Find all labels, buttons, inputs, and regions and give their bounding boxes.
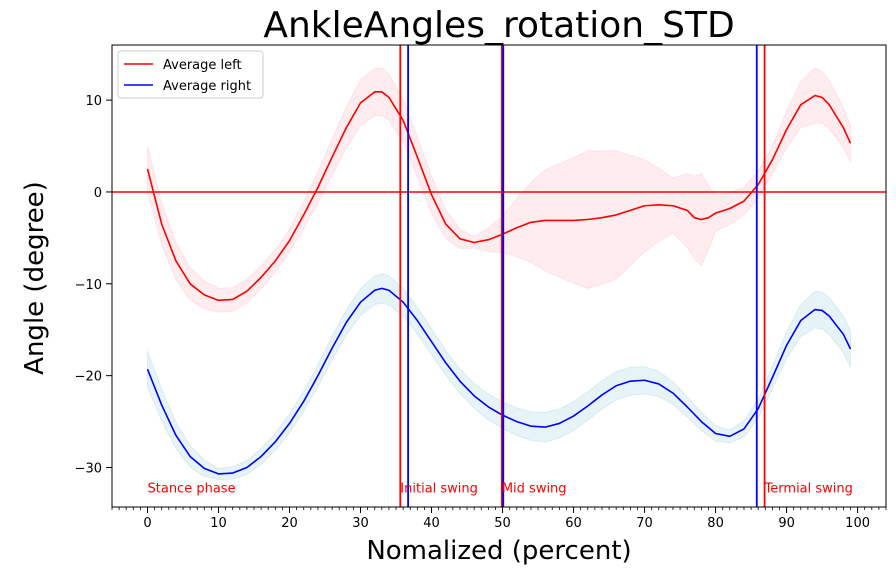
series-line-left bbox=[146, 91, 852, 302]
chart-title: AnkleAngles_rotation_STD bbox=[263, 5, 734, 46]
y-tick-label: −30 bbox=[75, 462, 102, 477]
series-line-right bbox=[146, 287, 852, 475]
legend-label: Average left bbox=[163, 58, 242, 73]
phase-annotation: Stance phase bbox=[148, 482, 236, 497]
phase-annotation: Mid swing bbox=[502, 482, 567, 497]
y-tick-label: 0 bbox=[94, 186, 102, 201]
legend-box bbox=[117, 50, 264, 99]
y-axis-label: Angle (degree) bbox=[20, 181, 50, 375]
plot-area: Stance phase Initial swing Mid swing Termia… bbox=[75, 44, 887, 531]
x-tick-label: 60 bbox=[565, 516, 582, 531]
plot-content: Stance phase Initial swing Mid swing Termia… bbox=[112, 45, 886, 507]
x-axis-label: Nomalized (percent) bbox=[366, 536, 631, 566]
x-tick-label: 80 bbox=[707, 516, 724, 531]
y-tick-label: 10 bbox=[85, 94, 102, 109]
x-tick-label: 10 bbox=[210, 516, 227, 531]
phase-annotation: Termial swing bbox=[764, 482, 853, 497]
x-tick-label: 20 bbox=[281, 516, 298, 531]
x-tick-label: 90 bbox=[778, 516, 795, 531]
phase-annotation: Initial swing bbox=[400, 482, 478, 497]
x-tick-label: 30 bbox=[352, 516, 369, 531]
x-tick-label: 100 bbox=[845, 516, 870, 531]
plot-frame bbox=[111, 44, 887, 508]
x-tick-label: 40 bbox=[423, 516, 440, 531]
x-tick-label: 50 bbox=[494, 516, 511, 531]
std-band-left bbox=[147, 67, 851, 313]
y-tick-label: −20 bbox=[75, 370, 102, 385]
legend-label: Average right bbox=[163, 79, 251, 94]
x-tick-label: 0 bbox=[143, 516, 151, 531]
legend: Average left Average right bbox=[117, 50, 264, 99]
y-tick-label: −10 bbox=[75, 278, 102, 293]
x-tick-label: 70 bbox=[636, 516, 653, 531]
std-band-right bbox=[147, 273, 851, 480]
